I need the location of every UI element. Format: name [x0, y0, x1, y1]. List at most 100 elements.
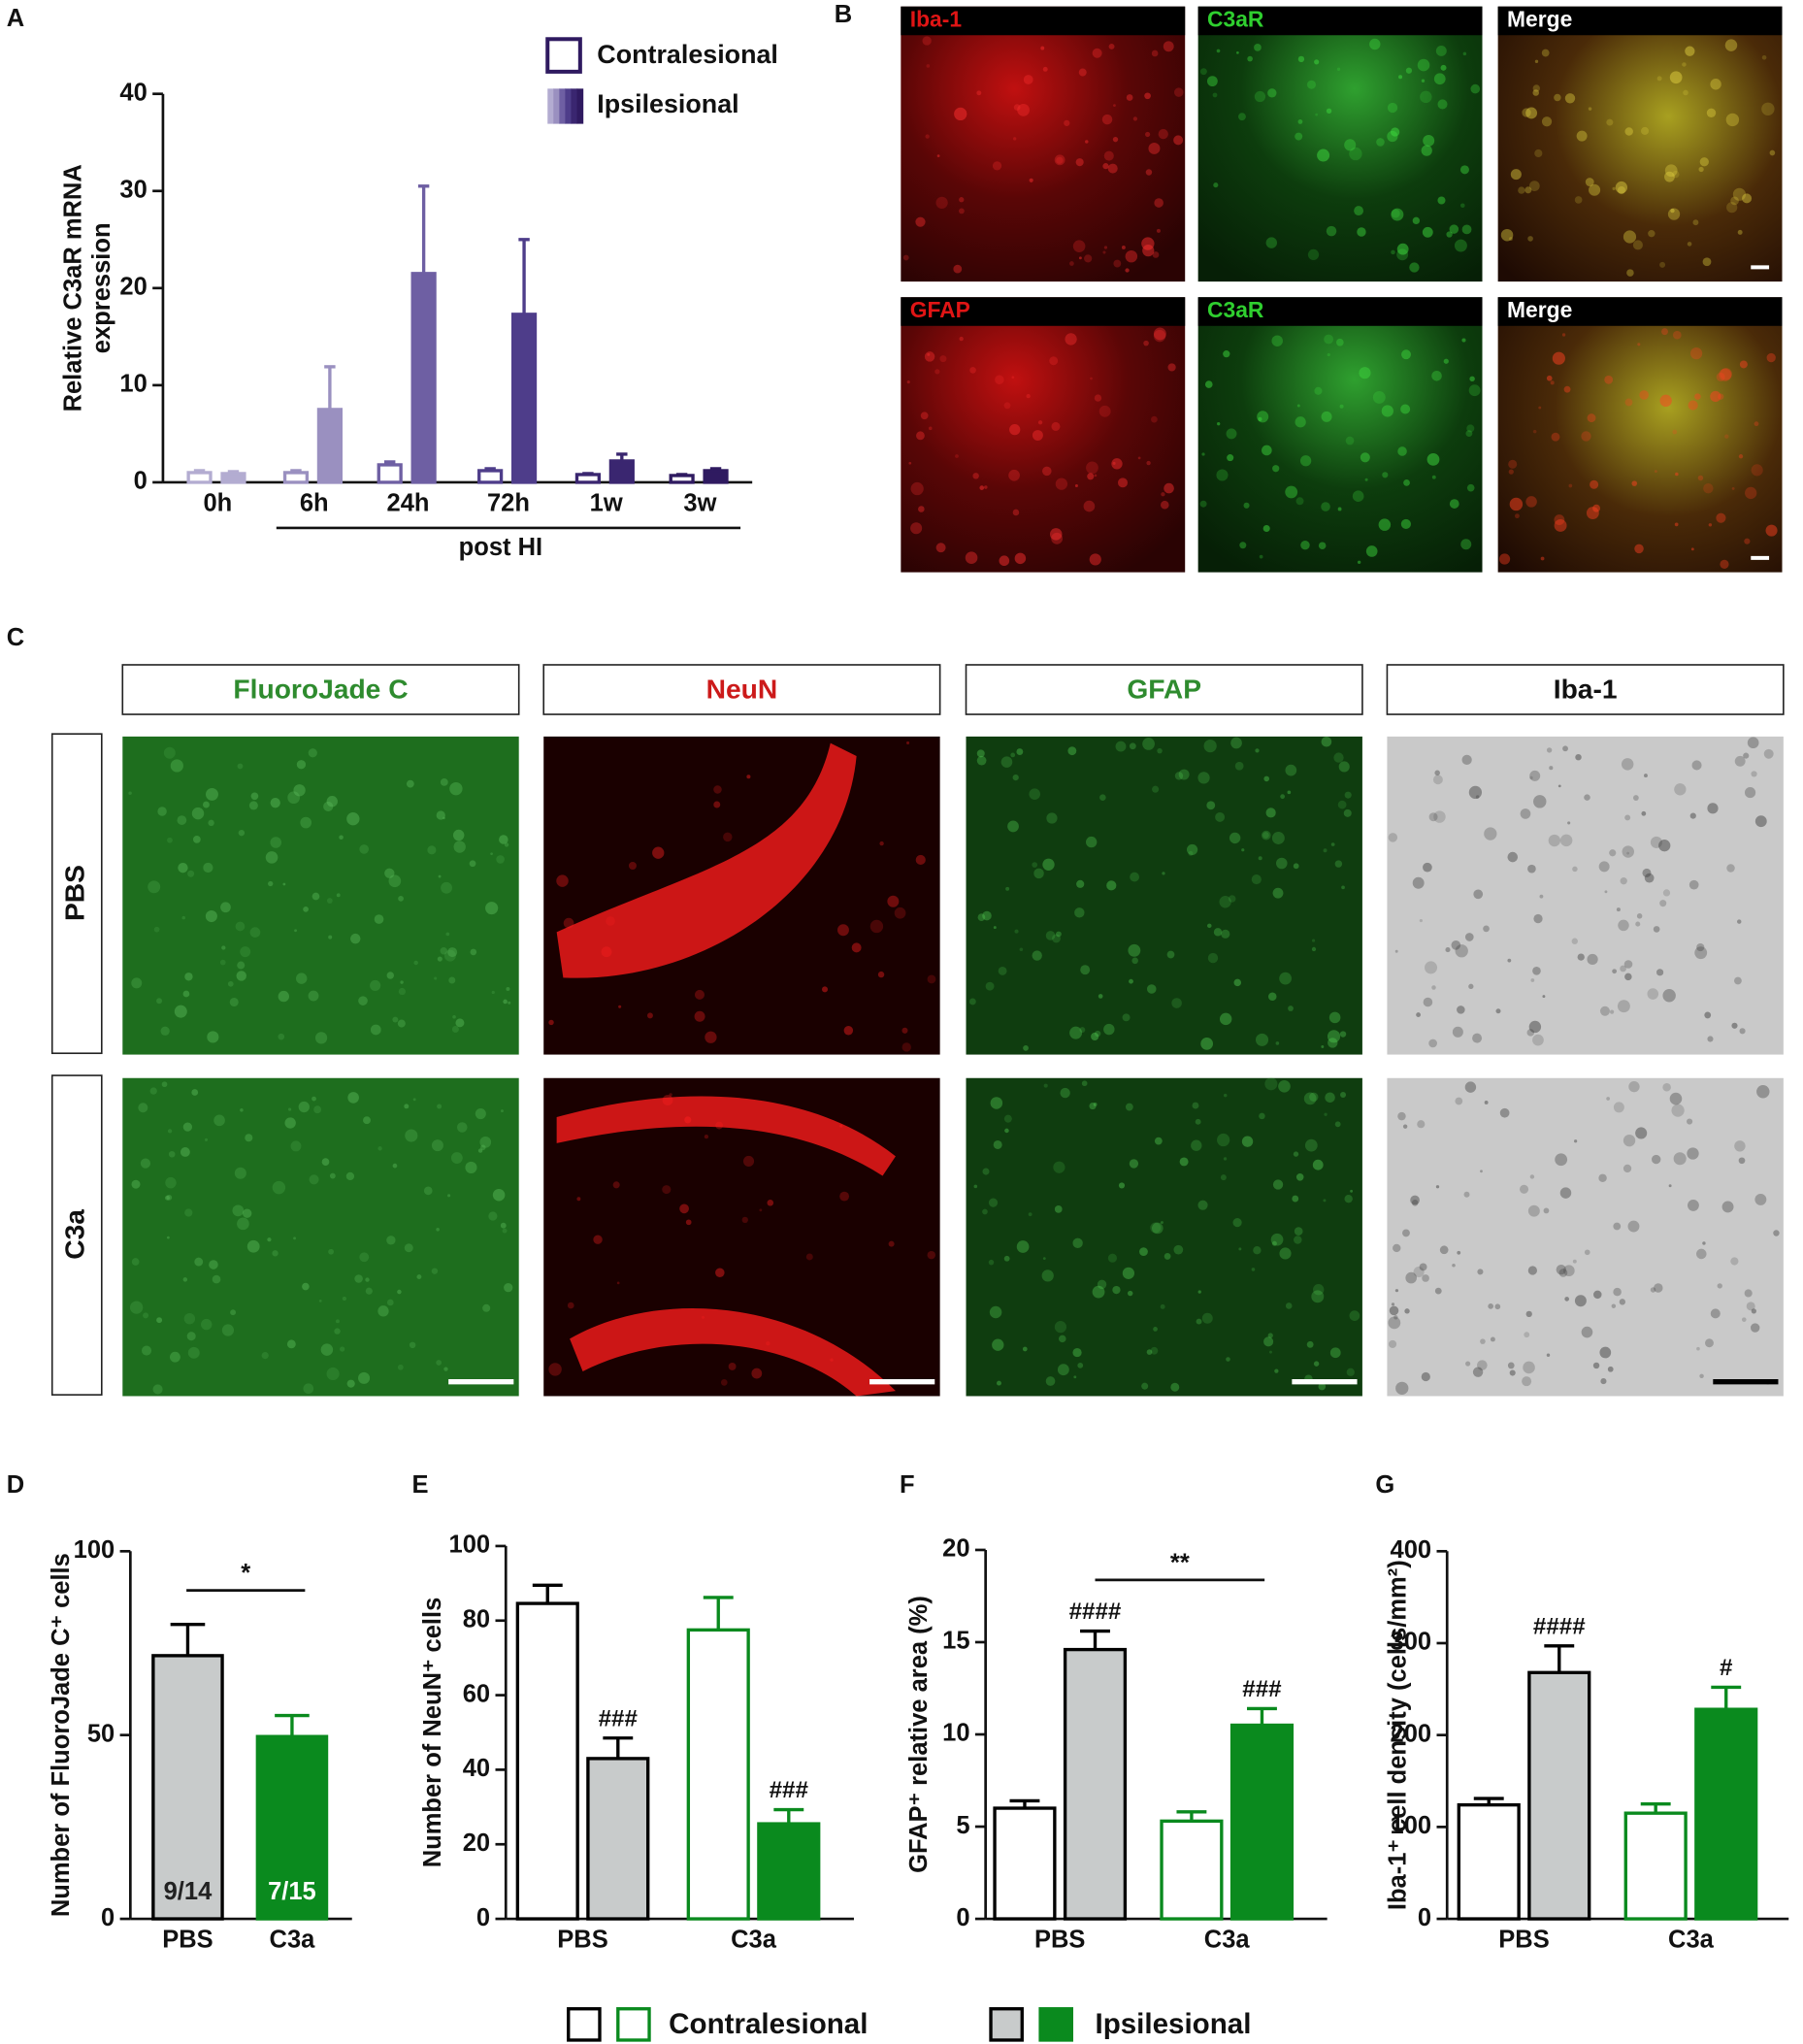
texture [1153, 329, 1166, 343]
texture [1710, 79, 1721, 90]
texture [296, 760, 307, 770]
texture [336, 893, 341, 898]
texture [1655, 969, 1664, 976]
column-header-box [121, 664, 520, 715]
texture [1507, 1362, 1515, 1369]
texture [1280, 794, 1286, 800]
texture [377, 1146, 382, 1151]
texture [1151, 1222, 1164, 1235]
texture [1457, 1250, 1461, 1255]
x-tick-label: 24h [387, 490, 430, 517]
texture [922, 36, 932, 46]
texture [1032, 430, 1043, 442]
texture [213, 1114, 225, 1127]
texture [437, 956, 443, 962]
error-bar [1711, 1685, 1742, 1710]
texture [1393, 1315, 1398, 1320]
texture [1243, 502, 1250, 509]
texture [679, 1203, 689, 1214]
texture [1294, 1236, 1302, 1244]
texture [1014, 929, 1019, 934]
texture [1586, 507, 1599, 519]
texture [1087, 473, 1095, 480]
texture [346, 812, 360, 826]
texture [1674, 522, 1679, 527]
texture [1324, 334, 1334, 345]
texture [1437, 196, 1446, 205]
texture [628, 861, 637, 870]
texture [1077, 1362, 1084, 1368]
texture [392, 1163, 398, 1169]
texture [1742, 193, 1753, 204]
texture [979, 485, 985, 490]
texture [388, 874, 402, 888]
texture [1091, 1032, 1099, 1041]
x-tick-label: PBS [1498, 1927, 1549, 1954]
texture [1494, 1303, 1501, 1310]
texture [1745, 486, 1757, 500]
texture [346, 1379, 355, 1388]
texture [1434, 770, 1440, 776]
texture [1328, 1038, 1338, 1048]
texture [1329, 1347, 1341, 1359]
texture [1688, 1200, 1699, 1211]
texture [412, 1098, 416, 1102]
texture [1129, 1159, 1139, 1169]
texture [1238, 1247, 1242, 1251]
texture [1357, 227, 1366, 237]
texture [1590, 479, 1599, 489]
texture [953, 264, 963, 274]
texture [1274, 1368, 1279, 1373]
texture [1226, 1357, 1230, 1362]
texture [1524, 186, 1532, 194]
texture [1397, 1111, 1406, 1121]
significance-label: #### [1533, 1613, 1586, 1639]
texture [1032, 862, 1038, 868]
texture [1664, 164, 1678, 178]
texture [384, 868, 395, 878]
texture [1343, 808, 1352, 817]
texture [999, 555, 1010, 567]
x-tick-label: C3a [1204, 1927, 1251, 1954]
texture [1213, 928, 1223, 937]
texture [1010, 752, 1016, 758]
texture [1559, 1187, 1572, 1199]
texture [1118, 478, 1128, 488]
texture [230, 1309, 237, 1316]
texture [1013, 104, 1021, 111]
panel-letter: E [412, 1471, 429, 1499]
texture [1465, 430, 1473, 438]
texture [934, 369, 940, 375]
texture [1131, 957, 1138, 965]
texture [311, 1096, 316, 1102]
texture [1265, 237, 1278, 248]
texture [501, 1109, 504, 1113]
texture [988, 1198, 999, 1207]
texture [1344, 1194, 1353, 1203]
texture [1069, 261, 1074, 266]
texture [1076, 879, 1085, 888]
texture [997, 1380, 1001, 1386]
texture [1166, 950, 1175, 959]
texture [1417, 58, 1430, 72]
legend-label: Contralesional [669, 2008, 868, 2040]
error-bar [603, 1736, 634, 1759]
texture [359, 1252, 370, 1263]
y-tick-label: 100 [1391, 1812, 1432, 1839]
texture [1129, 742, 1136, 750]
texture [148, 880, 161, 894]
texture [504, 842, 509, 847]
texture [548, 1363, 562, 1376]
texture [392, 1016, 399, 1023]
texture [1344, 791, 1352, 799]
texture [993, 1139, 1002, 1149]
texture [1396, 243, 1409, 255]
texture [272, 1250, 279, 1257]
texture [1617, 1000, 1630, 1013]
texture [1295, 1172, 1304, 1181]
texture [1484, 827, 1497, 841]
texture [1297, 118, 1303, 124]
texture [1455, 1097, 1463, 1105]
texture [1141, 237, 1155, 250]
texture [1434, 1287, 1442, 1295]
